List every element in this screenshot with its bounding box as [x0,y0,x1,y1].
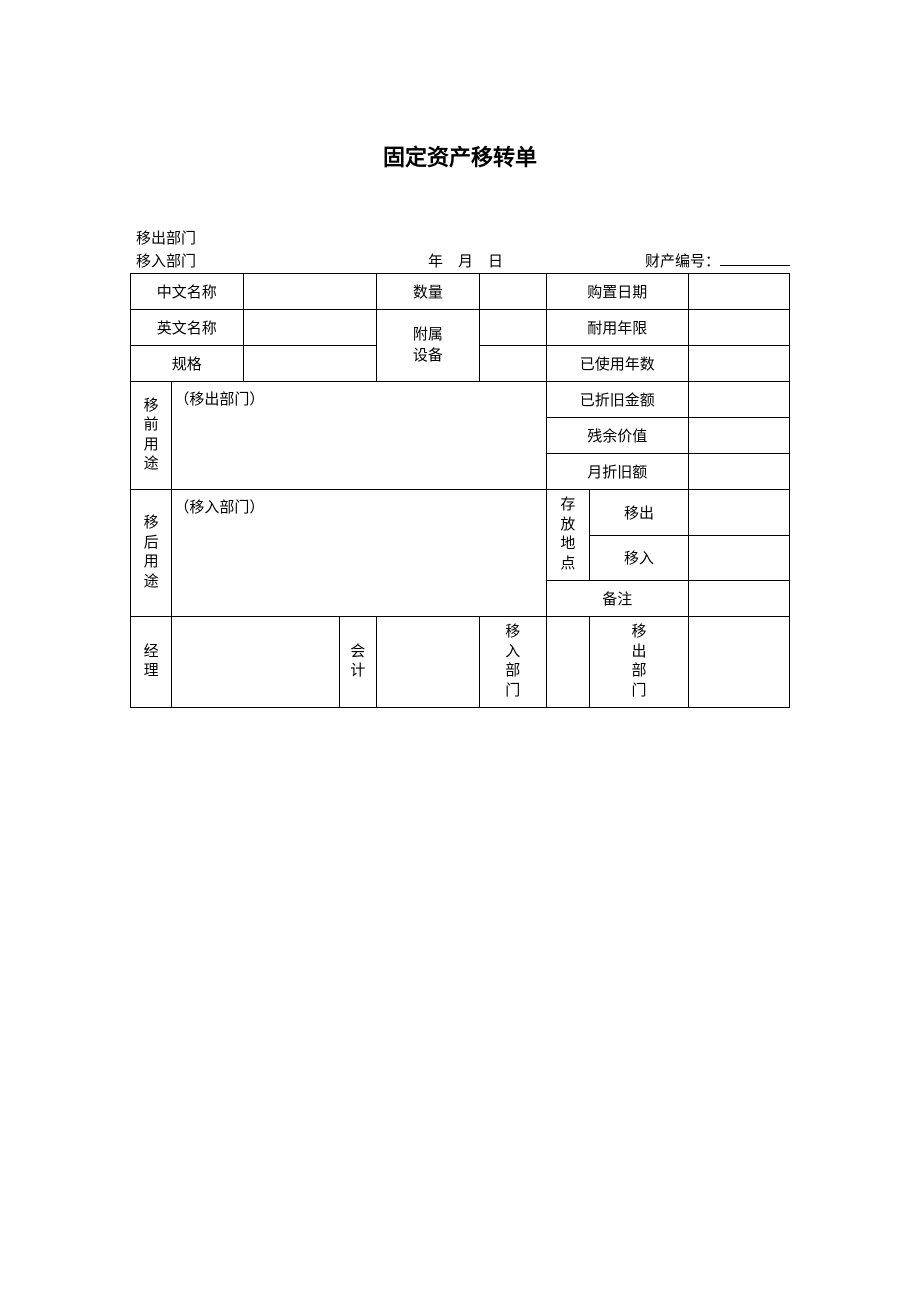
label-manager: 经理 [131,617,172,708]
val-in-dept-sig [546,617,590,708]
val-monthly-dep [688,454,789,490]
val-accountant [376,617,479,708]
attach-equip-text: 附属设备 [413,325,443,367]
month-label: 月 [458,254,473,270]
day-label: 日 [488,254,503,270]
label-durable-years: 耐用年限 [546,310,688,346]
label-spec: 规格 [131,346,244,382]
asset-no-line [720,265,790,266]
label-loc-out: 移出 [590,490,689,536]
label-purchase-date: 购置日期 [546,274,688,310]
header-out-dept: 移出部门 [136,228,790,251]
label-used-years: 已使用年数 [546,346,688,382]
label-remark: 备注 [546,581,688,617]
label-out-dept-sig: 移出部门 [590,617,689,708]
val-attach-2 [479,346,546,382]
val-remark [688,581,789,617]
label-residual: 残余价值 [546,418,688,454]
header-in-dept: 移入部门 [136,251,196,274]
label-loc-in: 移入 [590,535,689,581]
label-post-use: 移后用途 [131,490,172,617]
pre-use-content: （移出部门） [172,382,546,490]
val-depreciated [688,382,789,418]
val-purchase-date [688,274,789,310]
val-durable-years [688,310,789,346]
label-accountant: 会计 [339,617,376,708]
label-pre-use: 移前用途 [131,382,172,490]
label-en-name: 英文名称 [131,310,244,346]
asset-no-label: 财产编号： [645,254,720,270]
val-en-name [243,310,376,346]
header-date: 年 月 日 [196,251,645,274]
label-qty: 数量 [376,274,479,310]
val-loc-in [688,535,789,581]
label-monthly-dep: 月折旧额 [546,454,688,490]
val-out-dept-sig [688,617,789,708]
val-used-years [688,346,789,382]
val-residual [688,418,789,454]
main-table: 中文名称 数量 购置日期 英文名称 附属设备 耐用年限 规格 已使用年数 移前用… [130,273,790,708]
header-block: 移出部门 移入部门 年 月 日 财产编号： [130,228,790,273]
label-location: 存放地点 [546,490,590,581]
val-cn-name [243,274,376,310]
post-use-content: （移入部门） [172,490,546,617]
val-loc-out [688,490,789,536]
header-asset-no: 财产编号： [645,251,790,274]
label-cn-name: 中文名称 [131,274,244,310]
label-depreciated: 已折旧金额 [546,382,688,418]
val-spec [243,346,376,382]
label-in-dept-sig: 移入部门 [479,617,546,708]
label-attach-equip: 附属设备 [376,310,479,382]
year-label: 年 [428,254,443,270]
val-attach-1 [479,310,546,346]
val-qty [479,274,546,310]
title: 固定资产移转单 [130,140,790,172]
val-manager [172,617,340,708]
